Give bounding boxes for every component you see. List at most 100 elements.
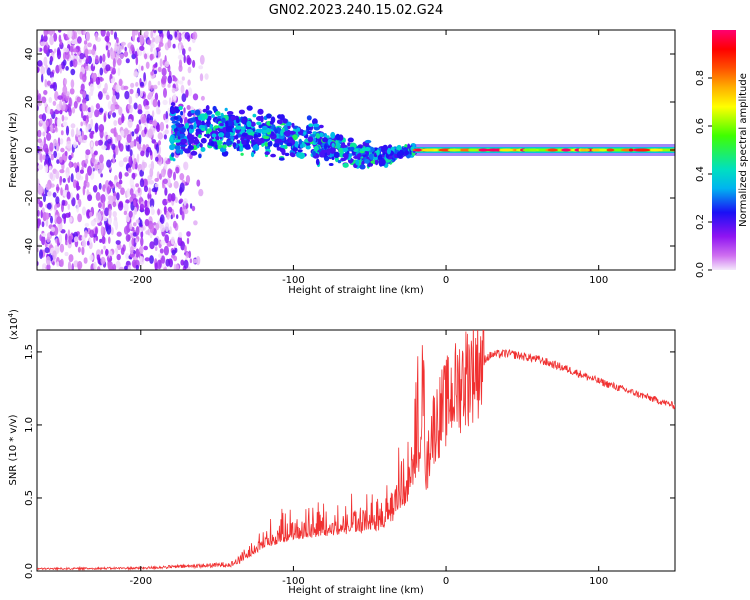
spectrogram-noise-blob xyxy=(170,214,173,220)
spectrogram-band-blob xyxy=(194,109,201,116)
spectrogram-noise-blob xyxy=(81,239,87,248)
spectrogram-noise-blob xyxy=(147,39,152,45)
spectrogram-band-blob xyxy=(236,139,241,144)
spectrogram-noise-blob xyxy=(76,202,80,213)
spectrogram-noise-blob xyxy=(59,258,64,268)
spectrogram-noise-blob xyxy=(73,141,77,149)
spectrogram-noise-blob xyxy=(80,121,83,127)
spectrogram-noise-blob xyxy=(75,171,81,181)
spectrogram-noise-blob xyxy=(118,106,123,116)
colorbar-tick-label: 0.4 xyxy=(695,166,706,182)
spectrogram-band-blob xyxy=(312,118,318,126)
spectrogram-noise-blob xyxy=(119,53,125,59)
spectrogram-noise-blob xyxy=(43,45,48,54)
spectrogram-noise-blob xyxy=(155,156,159,162)
spectrogram-band-blob xyxy=(186,133,193,140)
spectrogram-noise-blob xyxy=(37,209,40,217)
spectrogram-noise-blob xyxy=(104,207,110,217)
spectrogram-band-blob xyxy=(175,148,181,154)
spectrogram-noise-blob xyxy=(39,249,43,260)
spectrogram-band-blob xyxy=(335,133,341,141)
spectrogram-noise-blob xyxy=(138,50,143,56)
spectrogram-noise-blob xyxy=(179,182,185,193)
spectrogram-band-blob xyxy=(226,111,234,115)
spectrogram-noise-blob xyxy=(40,41,46,47)
spectrogram-noise-blob xyxy=(173,180,179,189)
spectrogram-noise-blob xyxy=(110,70,116,75)
spectrogram-noise-blob xyxy=(181,76,185,81)
colorbar-tick-label: 0.6 xyxy=(695,118,706,134)
spectrogram-noise-blob xyxy=(94,109,100,118)
spectrogram-noise-blob xyxy=(198,188,204,197)
spectrogram-noise-blob xyxy=(117,201,124,211)
spectrogram-noise-blob xyxy=(163,87,167,98)
spectrogram-noise-blob xyxy=(140,150,145,157)
colorbar-tick-label: 0.0 xyxy=(695,262,706,278)
spectrogram-noise-blob xyxy=(185,89,189,98)
spectrogram-noise-blob xyxy=(144,105,150,110)
spectrogram-noise-blob xyxy=(129,223,133,230)
spectrogram-noise-blob xyxy=(143,185,149,193)
spectrogram-band-blob xyxy=(319,151,325,158)
figure-title: GN02.2023.240.15.02.G24 xyxy=(269,3,444,18)
spectrogram-noise-blob xyxy=(144,126,147,135)
spectrogram-tone-peak xyxy=(414,148,422,152)
spectrogram-noise-blob xyxy=(189,203,193,209)
spectrogram-noise-blob xyxy=(55,170,60,180)
spectrogram-band-blob xyxy=(240,152,244,156)
spectrogram-noise-blob xyxy=(183,54,186,64)
spectrogram-noise-blob xyxy=(94,122,99,133)
spectrogram-noise-blob xyxy=(58,234,62,243)
spectrogram-noise-blob xyxy=(119,179,123,185)
spectrogram-noise-blob xyxy=(109,255,113,262)
spectrogram-noise-blob xyxy=(100,30,106,37)
spectrogram-noise-blob xyxy=(149,54,154,61)
spectrogram-noise-blob xyxy=(123,157,128,163)
spectrogram-noise-blob xyxy=(116,253,121,261)
spectrogram-noise-blob xyxy=(42,143,49,152)
spectrogram-band-blob xyxy=(246,139,250,145)
spectrogram-noise-blob xyxy=(157,208,161,216)
spectrogram-noise-blob xyxy=(43,136,46,146)
spectrogram-band-blob xyxy=(330,131,336,139)
spectrogram-noise-blob xyxy=(167,206,173,213)
spectrogram-noise-blob xyxy=(37,152,40,162)
spectrogram-noise-blob xyxy=(99,238,103,243)
spectrogram-noise-blob xyxy=(150,85,153,91)
spectrogram-noise-blob xyxy=(156,123,161,133)
spectrogram-noise-blob xyxy=(185,175,191,184)
spectrogram-noise-blob xyxy=(149,223,155,234)
spectrogram-noise-blob xyxy=(110,103,116,112)
spectrogram-band-blob xyxy=(292,134,298,141)
spectrogram-band-blob xyxy=(206,133,210,139)
spectrogram-band-blob xyxy=(169,136,174,143)
spectrogram-noise-blob xyxy=(127,234,131,241)
spectrogram-noise-blob xyxy=(59,99,62,109)
spectrogram-noise-blob xyxy=(185,203,189,209)
spectrogram-noise-blob xyxy=(89,237,92,244)
spectrogram-noise-blob xyxy=(59,169,65,174)
spectrogram-noise-blob xyxy=(126,134,132,143)
spectrogram-noise-blob xyxy=(67,203,71,210)
spectrogram-noise-blob xyxy=(148,119,153,125)
spectrogram-noise-blob xyxy=(49,108,54,115)
spectrogram-band-blob xyxy=(284,127,289,131)
spectrogram-band-blob xyxy=(318,124,324,129)
spectrogram-band-blob xyxy=(355,159,360,166)
spectrogram-tone-peak xyxy=(547,148,558,152)
spectrogram-noise-blob xyxy=(124,90,130,100)
spectrogram-band-blob xyxy=(338,147,343,153)
spectrogram-noise-blob xyxy=(64,150,68,157)
spectrogram-noise-blob xyxy=(135,92,139,99)
spectrogram-noise-blob xyxy=(70,173,74,183)
spectrogram-band-blob xyxy=(170,116,175,121)
spectrogram-band-blob xyxy=(246,105,253,111)
spectrogram-band-blob xyxy=(347,137,354,143)
spectrogram-noise-blob xyxy=(118,78,123,87)
spectrogram-noise-blob xyxy=(49,30,53,36)
spectrogram-noise-blob xyxy=(162,99,168,106)
spectrogram-noise-blob xyxy=(183,161,189,171)
spectrogram-tone-peak xyxy=(498,148,514,152)
spectrogram-noise-blob xyxy=(90,118,94,128)
spectrogram-noise-blob xyxy=(37,60,43,67)
